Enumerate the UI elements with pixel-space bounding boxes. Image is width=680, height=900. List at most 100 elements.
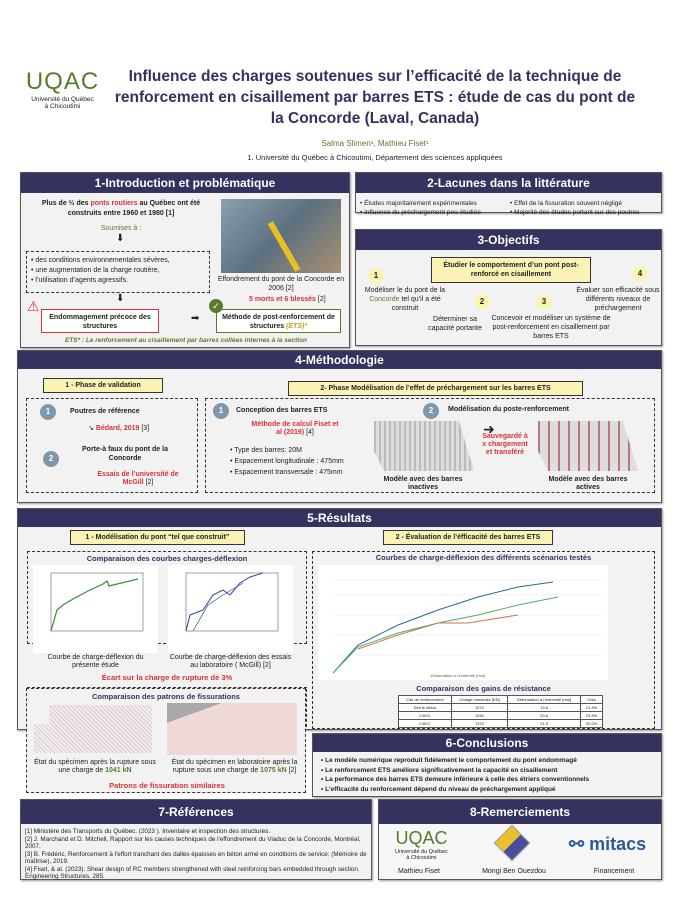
objective-4: Évaluer son efficacité sous différents n… <box>576 287 660 312</box>
mitacs-logo: ⚯ mitacs <box>569 834 646 855</box>
td: 19.5 <box>507 703 582 712</box>
mitacs-icon: ⚯ <box>569 834 590 854</box>
section-title: 5-Résultats <box>18 509 661 527</box>
ets-note: ETS* : Le renforcement au cisaillement p… <box>64 337 308 344</box>
section-methodology: 4-Méthodologie 1 - Phase de validation 2… <box>17 350 662 503</box>
arrow-down-icon: ⬇ <box>116 233 125 244</box>
section-title: 1-Introduction et problématique <box>21 173 349 193</box>
objective-number: 4 <box>632 266 648 282</box>
lab-crack-photo <box>167 703 297 755</box>
box-title: Courbes de charge-déflexion des différen… <box>375 553 592 562</box>
objective-number: 2 <box>474 294 490 310</box>
td: 21.5 <box>507 719 582 728</box>
gains-table: Cas de renforcement Charge maximale [KN] D… <box>398 695 603 728</box>
td: 20.8 <box>507 711 582 720</box>
list-item: Le modèle numérique reproduit fidèlement… <box>321 756 589 766</box>
t: Bédard, 2019 <box>95 425 140 432</box>
td: 21.9% <box>580 703 603 712</box>
th: Charge maximale [KN] <box>450 695 509 704</box>
lab-logo-icon <box>493 824 531 862</box>
crack-patterns-panel: Comparaison des patrons de fissurations … <box>26 688 306 793</box>
study-curve-chart <box>33 565 158 653</box>
ack-name: Mongi Ben Ouezdou <box>482 868 546 875</box>
section-gaps: 2-Lacunes dans la littérature Études maj… <box>355 172 662 216</box>
list-item: Le renforcement ETS améliore significati… <box>321 766 589 776</box>
step-number: 1 <box>40 404 56 420</box>
objective-2: Déterminer sa capacité portante <box>428 316 482 332</box>
td: 1270 <box>450 703 509 712</box>
box-title: Comparaison des courbes charges-déflexio… <box>86 554 248 563</box>
t: 1041 kN <box>105 767 132 774</box>
ack-name: Mathieu Fiset <box>397 868 441 875</box>
gains-title: Comparaison des gains de résistance <box>416 684 551 693</box>
t: État du spécimen en laboratoire après la… <box>171 759 298 774</box>
section-acknowledgements: 8-Remerciements UQAC Université du Québe… <box>378 799 662 880</box>
list-item: Effet de la fissuration souvent négligé <box>510 199 660 208</box>
warning-icon: ⚠ <box>27 298 40 314</box>
list-item: Majorité des études portant sur des pout… <box>510 208 660 217</box>
table-row: Dès le début 1270 19.5 21.9% <box>398 703 603 712</box>
t: [4] <box>304 429 314 436</box>
arrow-down-icon: ⬇ <box>116 293 125 304</box>
th: Gain <box>580 695 603 704</box>
phase-1-box <box>26 398 198 493</box>
lab-crack-caption: État du spécimen en laboratoire après la… <box>167 759 302 775</box>
objective-1: Modéliser le du pont de la Concorde tel … <box>360 286 450 313</box>
section-title: 8-Remerciements <box>379 800 661 824</box>
th: Cas de renforcement <box>398 695 452 704</box>
gap-result: Écart sur la charge de rupture de 3% <box>101 673 233 682</box>
table-row: 0.8VC 1370 21.5 32.0% <box>398 719 603 728</box>
intro-text: Plus de ⅔ des ponts routiers au Québec o… <box>31 199 211 219</box>
model-active-image <box>538 421 638 471</box>
t: 5 morts et 6 blessés <box>249 296 316 303</box>
model-inactive-image <box>374 421 474 471</box>
section-title: 2-Lacunes dans la littérature <box>356 173 661 193</box>
t: au Québec ont été construits entre 1960 … <box>67 200 201 217</box>
saved-label: Sauvegardé à x chargement et transféré <box>482 433 528 456</box>
conditions-list: des conditions environnementales sévères… <box>26 251 210 293</box>
logo-sub: Université du Québec <box>31 96 94 103</box>
t: [3] <box>139 425 150 432</box>
conclusions-list: Le modèle numérique reproduit fidèlement… <box>321 756 589 794</box>
list-item: Influence du préchargement peu étudiée <box>360 208 510 217</box>
box-title: Comparaison des patrons de fissurations <box>92 692 240 701</box>
soumises-label: Soumises à : <box>100 225 142 232</box>
model-active-caption: Modèle avec des barres actives <box>548 476 628 491</box>
method-box: Méthode de post-renforcement de structur… <box>216 309 341 333</box>
reference: [2] J. Marchand et D. Mitchell, Rapport … <box>25 835 361 851</box>
td: 0.8VC <box>398 719 452 728</box>
results-sub-1: 1 - Modélisation du pont “tel que constr… <box>70 530 245 545</box>
t: [2] <box>286 767 297 774</box>
model-inactive-caption: Modèle avec des barres inactives <box>383 476 463 491</box>
section-objectives: 3-Objectifs Étudier le comportement d’un… <box>355 229 662 346</box>
list-item: une augmentation de la charge routière, <box>31 266 205 276</box>
deaths-text: 5 morts et 6 blessés [2] <box>249 296 326 303</box>
td: 1290 <box>450 711 509 720</box>
phase-2-box <box>205 398 655 493</box>
logo-text: UQAC <box>395 828 448 848</box>
gaps-list: Études majoritairement expérimentales Ef… <box>360 199 660 217</box>
section-title: 7-Références <box>21 800 371 824</box>
section-title: 6-Conclusions <box>313 734 661 752</box>
uqac-logo: UQAC Université du Québec à Chicoutimi <box>25 68 100 110</box>
similar-result: Patrons de fissuration similaires <box>109 781 225 790</box>
authors: Salma Slimen¹, Mathieu Fiset¹ <box>321 139 429 148</box>
step-ref: ↘ Bédard, 2019 [3] <box>88 425 150 432</box>
objective-number: 3 <box>536 294 552 310</box>
arrow-right-icon: ➜ <box>483 421 495 437</box>
affiliation: 1. Université du Québec à Chicoutimi, Dé… <box>247 153 503 162</box>
section-references: 7-Références [1] Ministère des Transport… <box>20 799 372 880</box>
td: 0.6VC <box>398 711 452 720</box>
phase-1-label: 1 - Phase de validation <box>43 378 163 393</box>
objective-number: 1 <box>368 268 384 284</box>
t: ponts routiers <box>90 200 138 207</box>
poster-title: Influence des charges soutenues sur l’ef… <box>114 68 636 127</box>
phase-2-label: 2- Phase Modélisation de l’effet de préc… <box>288 381 583 396</box>
x-axis-label: Déformation à l'extrémité (mm) <box>431 673 486 678</box>
results-sub-2: 2 - Évaluation de l’éfficacité des barre… <box>383 530 553 545</box>
step-label: Modélisation du poste-renforcement <box>448 406 569 413</box>
list-item: L’efficacité du renforcement dépend du n… <box>321 785 589 795</box>
reference: [1] Ministère des Transports du Québec. … <box>25 828 271 835</box>
t: Plus de ⅔ des <box>41 200 91 207</box>
logo-sub: Université du Québec <box>395 849 448 855</box>
